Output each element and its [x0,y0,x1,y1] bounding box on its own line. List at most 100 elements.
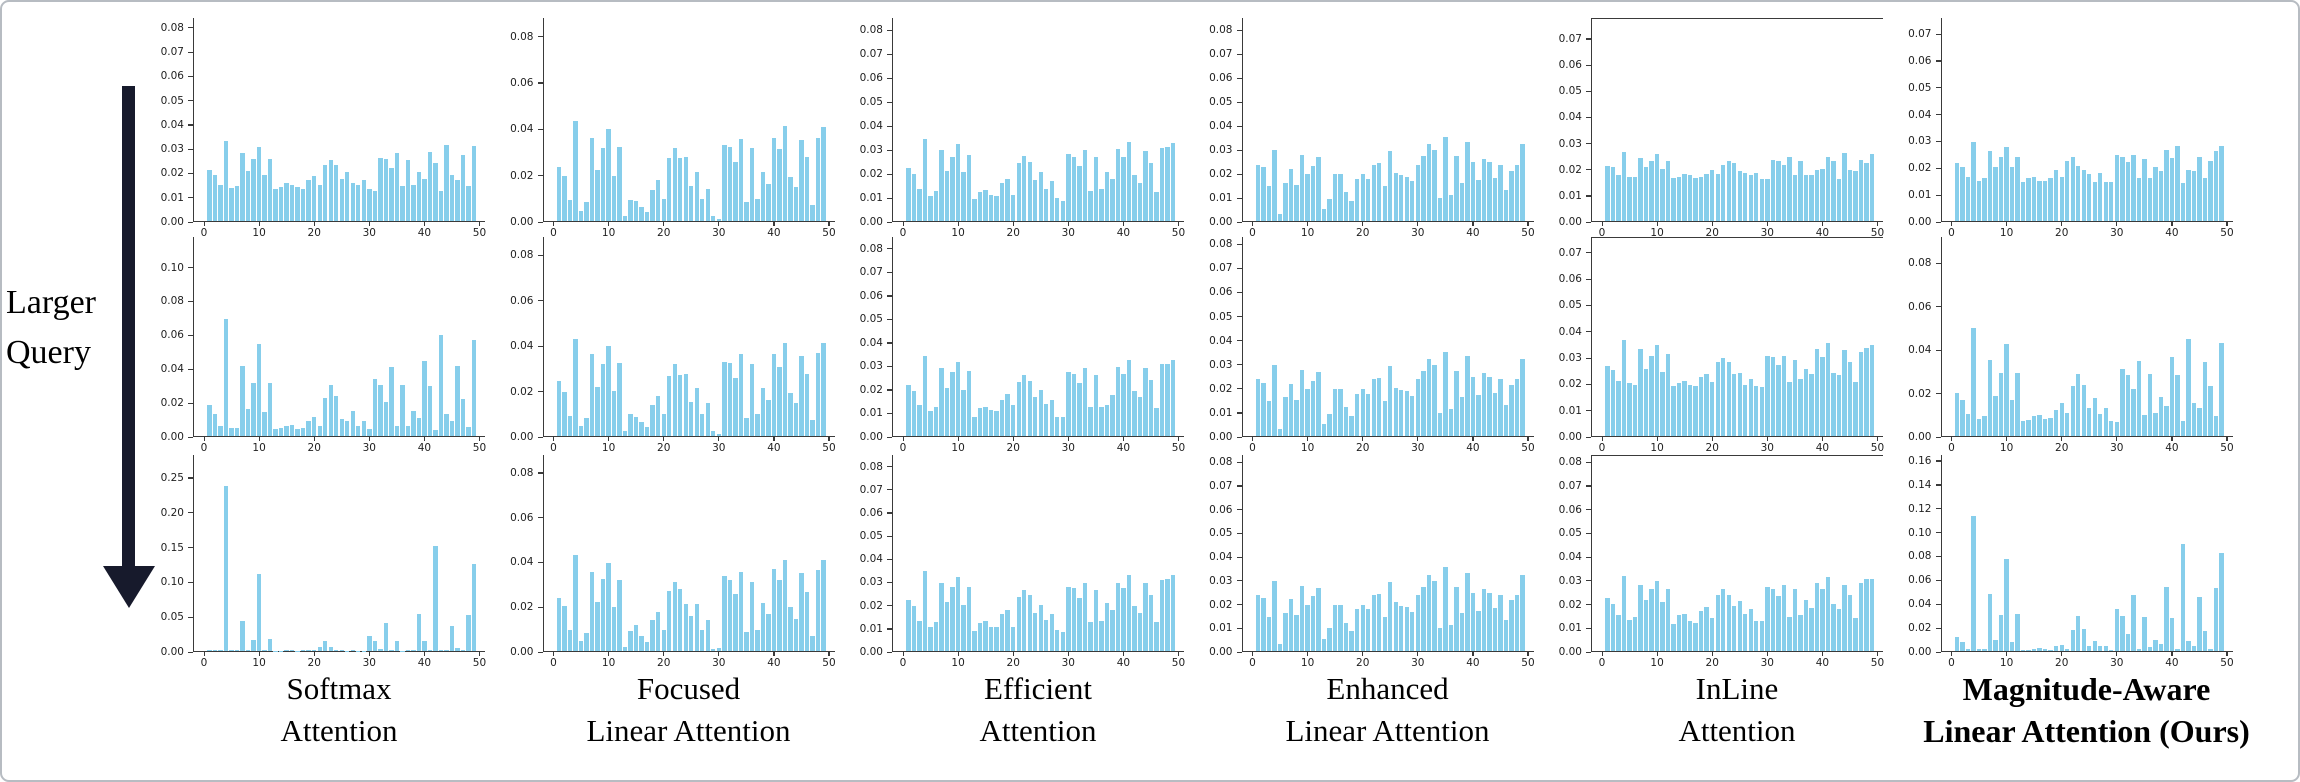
bar [2004,559,2009,651]
bar [928,411,933,436]
bar [356,650,361,651]
bar [755,198,760,221]
y-tick-mark [887,651,892,653]
y-tick-label: 0.02 [1558,163,1582,176]
bar [2081,628,2086,651]
bar [1616,380,1621,436]
x-tick-mark [608,652,610,656]
y-tick-mark [537,300,543,302]
bar [2169,617,2175,651]
bar [1443,137,1448,221]
bar [240,365,245,436]
y-tick-label: 0.07 [1209,479,1233,492]
bar [1110,394,1115,436]
bar [218,650,223,651]
y-tick-label: 0.04 [1908,108,1932,121]
bar [672,581,677,651]
bar [567,200,573,221]
x-tick-label: 50 [472,657,487,669]
y-tick-label: 0.08 [859,24,883,36]
bar [1126,141,1132,221]
x-tick-label: 30 [712,657,726,669]
bar [1610,370,1616,436]
x-tick-label: 10 [1999,442,2014,454]
bar [1698,376,1704,436]
bar [1649,355,1654,436]
y-tick-mark [188,512,193,514]
y-tick-label: 0.08 [1558,456,1582,469]
bar [1255,164,1261,221]
bar [372,641,377,651]
x-tick-mark [1122,437,1125,441]
bar [2136,361,2142,436]
bar [405,160,411,221]
bar [1643,368,1649,436]
bar [678,374,683,436]
y-tick-mark [1935,393,1941,395]
y-tick-label: 0.08 [1908,257,1932,270]
bar [1038,171,1043,221]
x-tick-label: 50 [822,657,836,669]
bar [1654,154,1660,221]
bar [278,187,284,221]
y-tick-mark [1236,197,1242,199]
bar [2076,616,2081,651]
y-tick-label: 0.08 [1908,550,1932,563]
x-tick-mark [258,437,260,441]
x-tick-label: 50 [472,227,487,239]
bar [988,410,994,436]
bar [1627,176,1632,221]
bar [1798,160,1803,221]
y-tick-label: 0.01 [1209,406,1233,419]
bar [793,618,799,651]
y-tick-mark [1236,243,1242,245]
bar [1605,166,1610,221]
y-tick-mark [1236,340,1242,342]
bar [1831,372,1836,436]
x-tick-mark [1362,222,1364,226]
bar [2020,420,2026,436]
bar [411,650,416,651]
bar [689,616,694,651]
bar [1071,157,1076,221]
bar [1476,395,1481,436]
bar [1121,373,1126,436]
bar [422,361,427,436]
bar [300,189,306,221]
bar [245,408,251,436]
bar [617,580,622,651]
bar [229,650,234,651]
x-tick-mark [1177,437,1180,441]
x-tick-label: 40 [1466,442,1480,454]
bar [972,631,977,651]
x-tick-mark [663,437,665,441]
y-tick-label: 0.06 [1908,54,1932,67]
bar [2059,403,2064,436]
bar [1726,595,1731,651]
bar [251,383,256,436]
bar [1798,379,1803,436]
y-tick-mark [1935,555,1941,558]
x-tick-label: 30 [1411,227,1425,239]
x-tick-label: 30 [1760,227,1774,239]
bar [1776,364,1781,436]
y-tick-mark [1236,364,1242,366]
bar [444,413,449,436]
y-tick-label: 0.07 [1209,48,1233,60]
bar [1781,164,1787,221]
bar [1869,578,1875,651]
bar [1404,391,1409,436]
y-tick-label: 0.06 [1558,59,1582,72]
x-tick-mark [1362,652,1364,656]
y-tick-label: 0.05 [1908,81,1932,94]
bar [2076,165,2081,221]
bar [1343,622,1349,651]
x-tick-label: 50 [1521,442,1535,454]
bar [1005,179,1010,221]
y-tick-label: 0.06 [1209,72,1233,84]
bar [1654,580,1660,651]
x-tick-mark [423,222,426,226]
y-tick-label: 0.01 [1209,192,1233,204]
bar [1399,605,1404,651]
bar [1148,379,1154,436]
